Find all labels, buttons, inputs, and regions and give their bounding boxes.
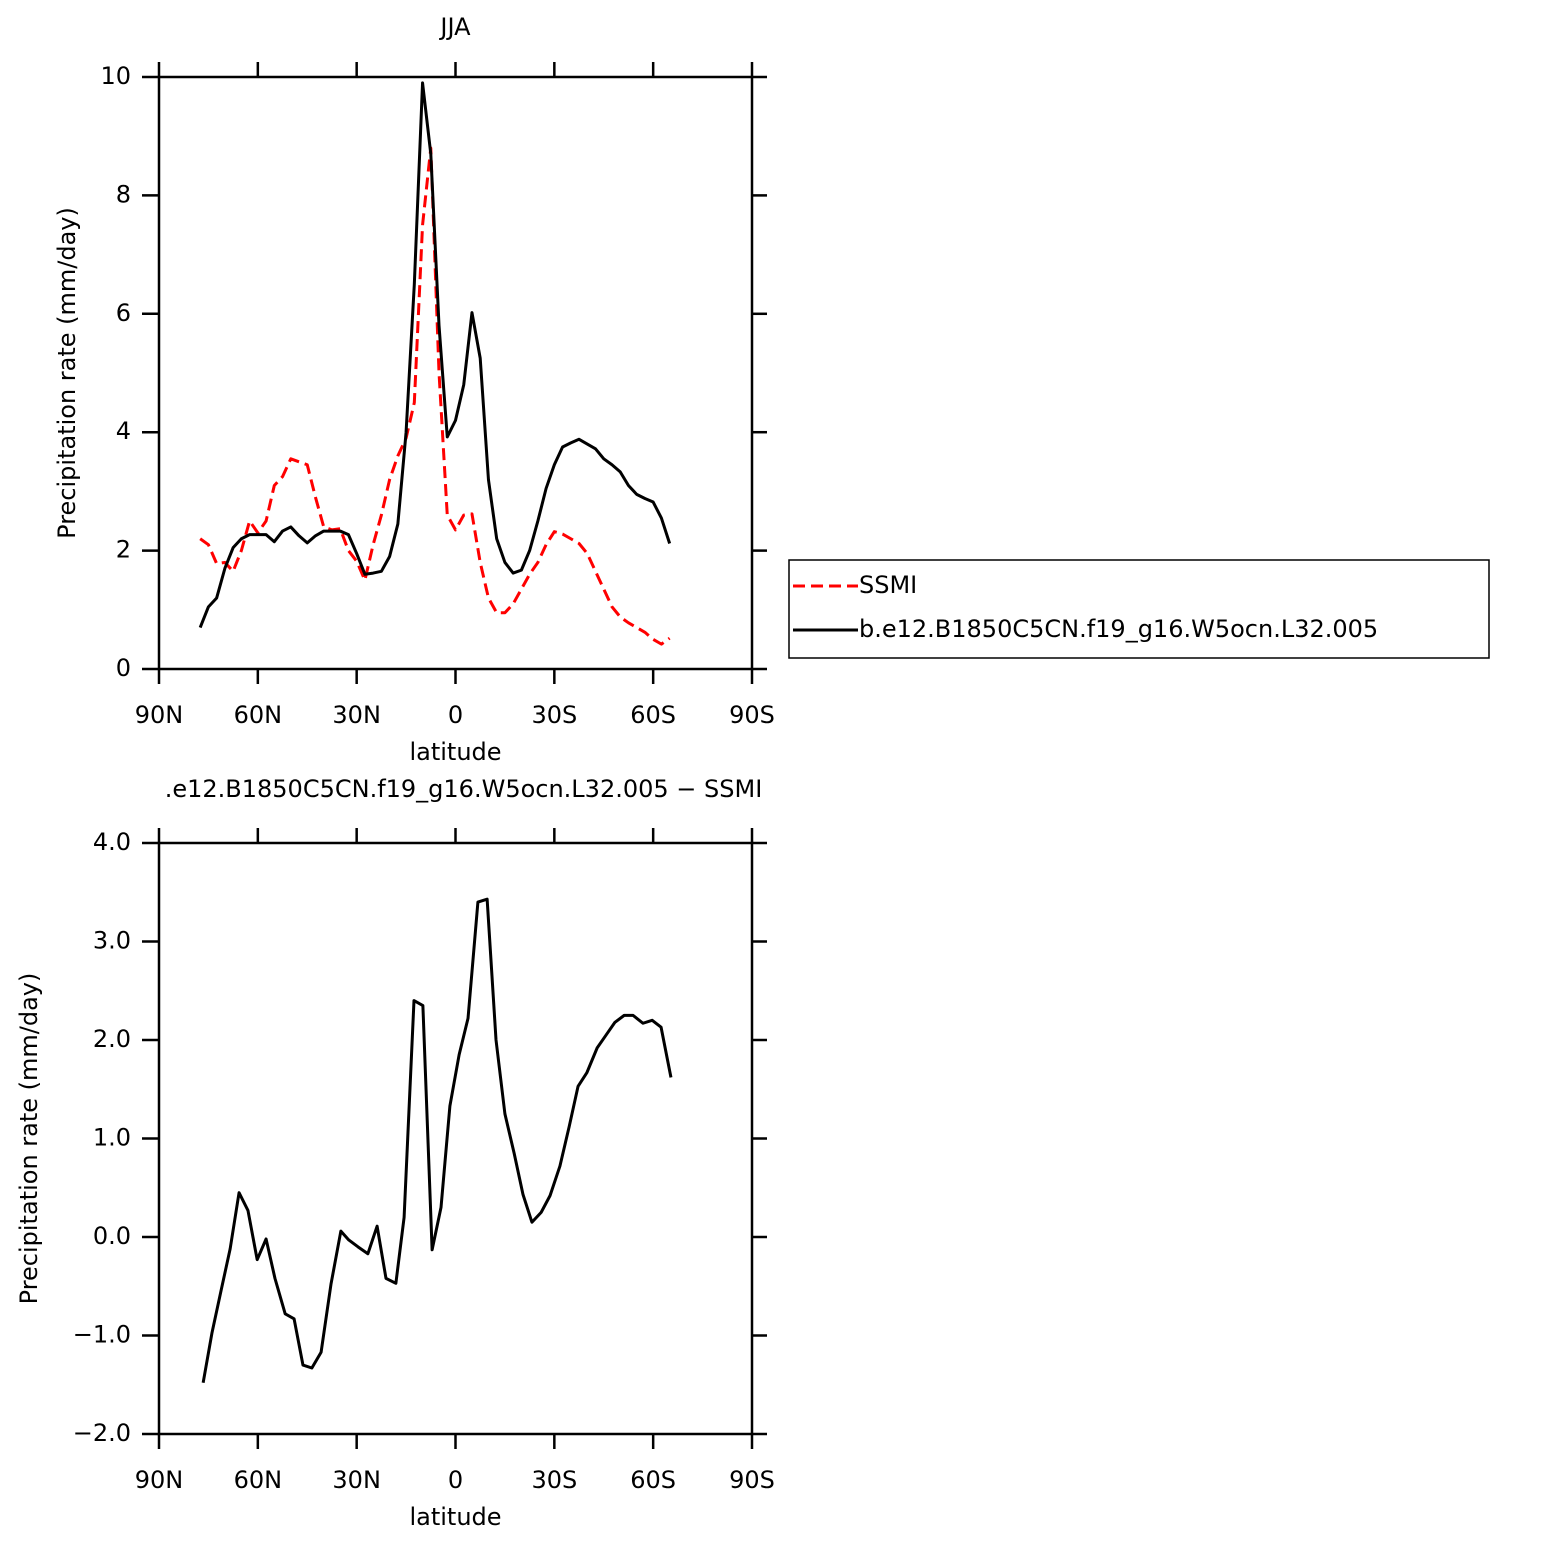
x-tick-label: 90S	[729, 1466, 775, 1494]
x-axis-label: latitude	[409, 1503, 501, 1531]
x-tick-label: 90S	[729, 701, 775, 729]
x-tick-label: 0	[448, 701, 463, 729]
y-tick-label: 2.0	[93, 1025, 131, 1053]
x-tick-label: 30N	[332, 1466, 381, 1494]
y-axis-label: Precipitation rate (mm/day)	[15, 973, 43, 1305]
y-tick-label: 1.0	[93, 1124, 131, 1152]
data-line	[198, 81, 672, 629]
legend-box	[788, 559, 1490, 659]
y-axis-label: Precipitation rate (mm/day)	[53, 207, 81, 539]
x-tick-label: 90N	[135, 701, 184, 729]
y-tick-label: 6	[116, 299, 131, 327]
x-tick-label: 60N	[234, 1466, 283, 1494]
chart-title: .e12.B1850C5CN.f19_g16.W5ocn.L32.005 − S…	[165, 775, 763, 803]
y-tick-label: −2.0	[73, 1419, 131, 1447]
plot-frame	[157, 75, 754, 671]
legend-label: SSMI	[859, 571, 917, 599]
x-tick-label: 60S	[630, 701, 676, 729]
x-tick-label: 30S	[531, 701, 577, 729]
y-tick-label: 3.0	[93, 927, 131, 955]
y-tick-label: 8	[116, 180, 131, 208]
y-tick-label: 0.0	[93, 1222, 131, 1250]
y-tick-label: 2	[116, 536, 131, 564]
plot-frame	[157, 841, 754, 1436]
y-tick-label: 0	[116, 654, 131, 682]
y-tick-label: 10	[100, 62, 131, 90]
y-tick-label: 4	[116, 417, 131, 445]
data-line	[201, 897, 673, 1384]
x-tick-label: 0	[448, 1466, 463, 1494]
legend-label: b.e12.B1850C5CN.f19_g16.W5ocn.L32.005	[859, 615, 1378, 643]
x-tick-label: 60S	[630, 1466, 676, 1494]
y-tick-label: 4.0	[93, 828, 131, 856]
x-tick-label: 30N	[332, 701, 381, 729]
y-tick-label: −1.0	[73, 1321, 131, 1349]
chart-title: JJA	[438, 13, 471, 41]
x-tick-label: 90N	[135, 1466, 184, 1494]
x-tick-label: 60N	[234, 701, 283, 729]
x-axis-label: latitude	[409, 738, 501, 766]
x-tick-label: 30S	[531, 1466, 577, 1494]
